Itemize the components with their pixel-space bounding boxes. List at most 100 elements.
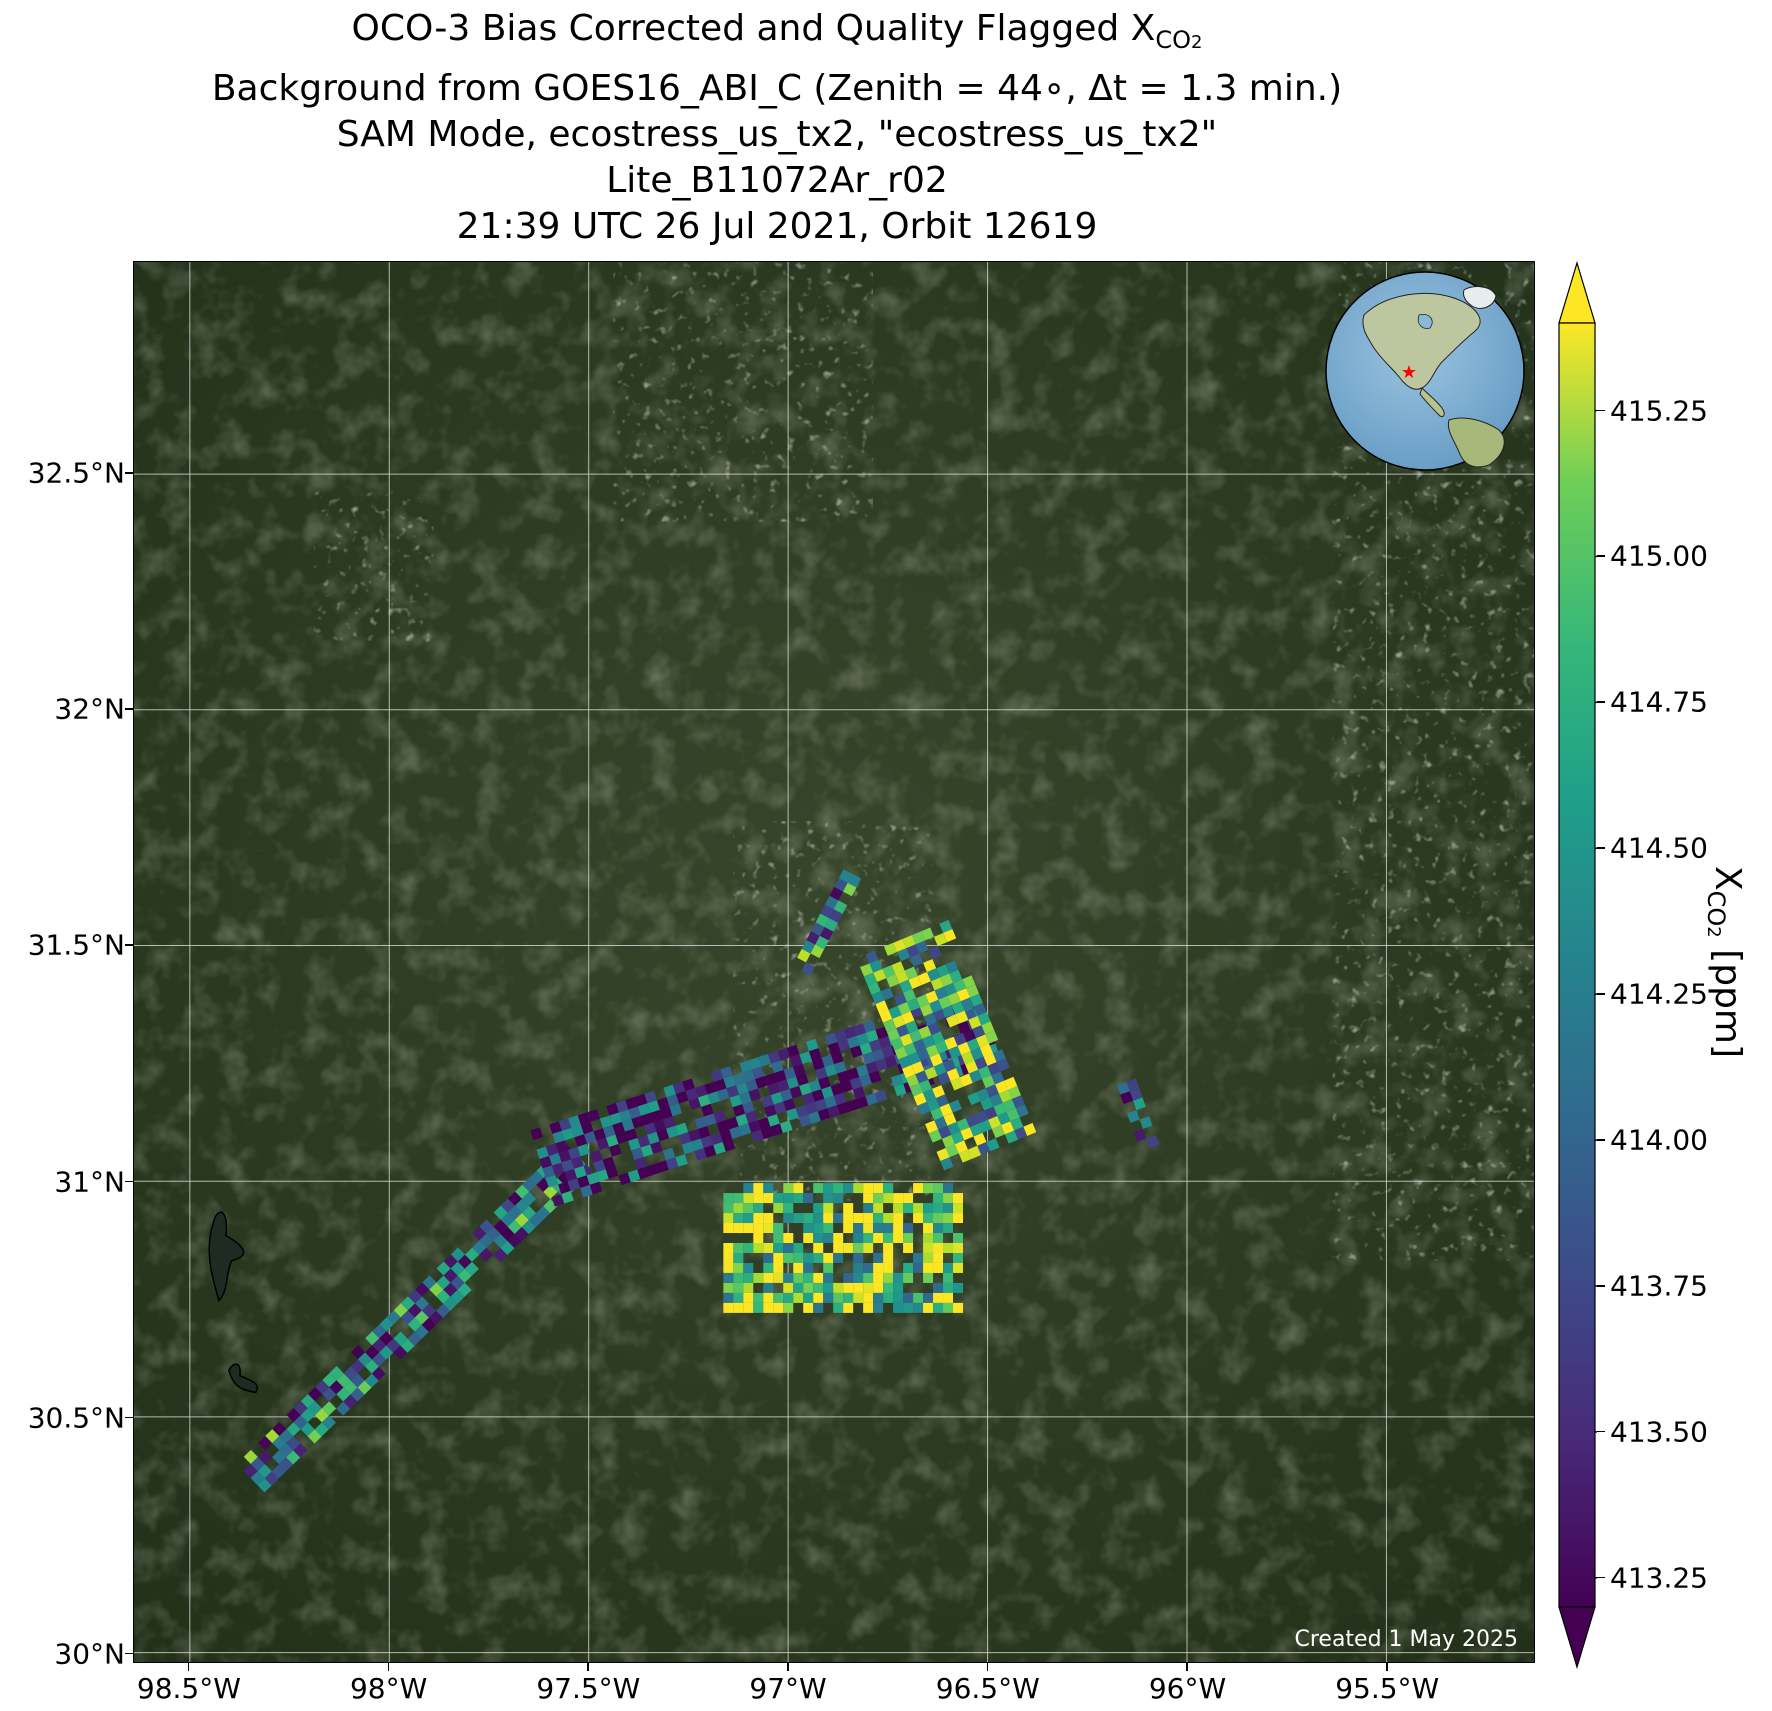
xco2-cell: [873, 1183, 884, 1194]
xco2-cell: [833, 1252, 844, 1263]
xco2-cell: [257, 1450, 273, 1465]
xco2-cell: [753, 1272, 764, 1283]
xco2-cell: [843, 1183, 854, 1194]
xco2-cell: [918, 1025, 932, 1039]
xco2-cell: [745, 1079, 759, 1092]
xco2-cell: [723, 1203, 734, 1214]
xco2-cell: [943, 1262, 954, 1273]
xco2-cell: [949, 969, 963, 983]
colorbar-tick-label: 413.25: [1610, 1561, 1708, 1595]
xco2-cell: [763, 1262, 774, 1273]
xco2-cell: [943, 1242, 954, 1253]
xco2-cell: [545, 1143, 559, 1157]
xco2-cell: [903, 1302, 914, 1313]
xco2-cell: [763, 1302, 774, 1313]
xco2-cell: [685, 1088, 698, 1101]
xco2-cell: [606, 1103, 619, 1116]
xco2-cell: [853, 1272, 864, 1283]
xco2-cell: [770, 1123, 783, 1137]
xco2-cell: [793, 1183, 804, 1194]
xco2-cell: [903, 988, 917, 1002]
xco2-cell: [972, 1025, 986, 1039]
xco2-cell: [799, 1082, 812, 1096]
xco2-cell: [893, 1193, 904, 1204]
xco2-cell: [803, 1272, 814, 1283]
colorbar-extend-max: [1558, 260, 1596, 324]
xco2-cell: [833, 1302, 844, 1313]
xco2-cell: [863, 1272, 874, 1283]
xco2-cell: [863, 1302, 874, 1313]
xco2-cell: [745, 1110, 758, 1124]
xco2-cell: [773, 1233, 784, 1243]
xco2-cell: [733, 1193, 744, 1204]
xco2-cell: [751, 1066, 765, 1080]
xco2-cell: [923, 1302, 934, 1313]
xco2-cell: [996, 1058, 1010, 1072]
xco2-cell: [1008, 1085, 1022, 1100]
xco2-cell: [843, 1242, 854, 1253]
xco2-cell: [897, 948, 911, 962]
xco2-cell: [943, 1282, 954, 1293]
xco2-cell: [878, 1036, 892, 1049]
xco2-cell: [675, 1154, 688, 1167]
xco2-cell: [923, 1242, 934, 1253]
xco2-cell: [589, 1181, 603, 1195]
xco2-cell: [400, 1296, 415, 1311]
xco2-cell: [872, 1048, 885, 1062]
map-panel[interactable]: ★ Created 1 May 2025: [133, 261, 1535, 1663]
xco2-cell: [647, 1131, 660, 1145]
xco2-cell: [871, 991, 885, 1005]
xco2-cell: [606, 1134, 619, 1148]
xco2-cell: [650, 1109, 664, 1123]
xco2-cell: [933, 1252, 944, 1263]
xco2-cell: [436, 1275, 451, 1290]
xco2-cell: [580, 1184, 593, 1198]
xco2-cell: [883, 1193, 894, 1204]
xco2-cell: [883, 1183, 894, 1194]
xco2-cell: [571, 1124, 584, 1138]
xco2-cell: [814, 1098, 828, 1112]
xco2-cell: [723, 1193, 734, 1204]
xco2-cell: [946, 1068, 960, 1082]
created-note: Created 1 May 2025: [1294, 1627, 1518, 1652]
xco2-cell: [723, 1075, 737, 1089]
colorbar-tick-mark: [1597, 701, 1605, 703]
lat-tick-label: 32.5°N: [27, 456, 125, 490]
xco2-cell: [929, 1053, 943, 1067]
xco2-cell: [911, 931, 925, 945]
xco2-cell: [1006, 1108, 1020, 1122]
colorbar-tick-label: 414.25: [1610, 977, 1708, 1011]
xco2-cell: [371, 1352, 387, 1367]
xco2-cell: [1127, 1110, 1140, 1123]
xco2-cell: [723, 1272, 734, 1283]
title-line-4: Lite_B11072Ar_r02: [606, 160, 948, 201]
xco2-cell: [530, 1127, 543, 1141]
xco2-cell: [890, 1037, 904, 1051]
xco2-cell: [806, 931, 820, 945]
xco2-cell: [943, 1223, 954, 1234]
xco2-cell: [329, 1366, 344, 1381]
xco2-cell: [879, 1009, 893, 1023]
xco2-cell: [704, 1113, 717, 1127]
xco2-cell: [952, 979, 967, 993]
xco2-cell: [906, 944, 920, 958]
xco2-cell: [803, 1282, 814, 1293]
globe-south-america: [1447, 417, 1505, 468]
xco2-cell: [625, 1128, 638, 1142]
xco2-cell: [968, 1015, 982, 1030]
xco2-cell: [903, 1262, 914, 1273]
xco2-cell: [386, 1310, 401, 1325]
xco2-cell: [640, 1112, 654, 1126]
xco2-cell: [950, 1077, 964, 1091]
xco2-cell: [913, 1302, 924, 1313]
xco2-cell: [973, 1003, 987, 1017]
xco2-cell: [813, 1213, 824, 1224]
xco2-cell: [957, 1021, 971, 1034]
xco2-cell: [947, 1121, 961, 1135]
xco2-cell: [777, 1079, 790, 1093]
xco2-cell: [834, 1061, 847, 1074]
lon-tick-label: 96.5°W: [935, 1672, 1040, 1705]
xco2-cell: [862, 1051, 876, 1065]
xco2-cell: [793, 1213, 804, 1224]
xco2-cell: [783, 1098, 796, 1111]
